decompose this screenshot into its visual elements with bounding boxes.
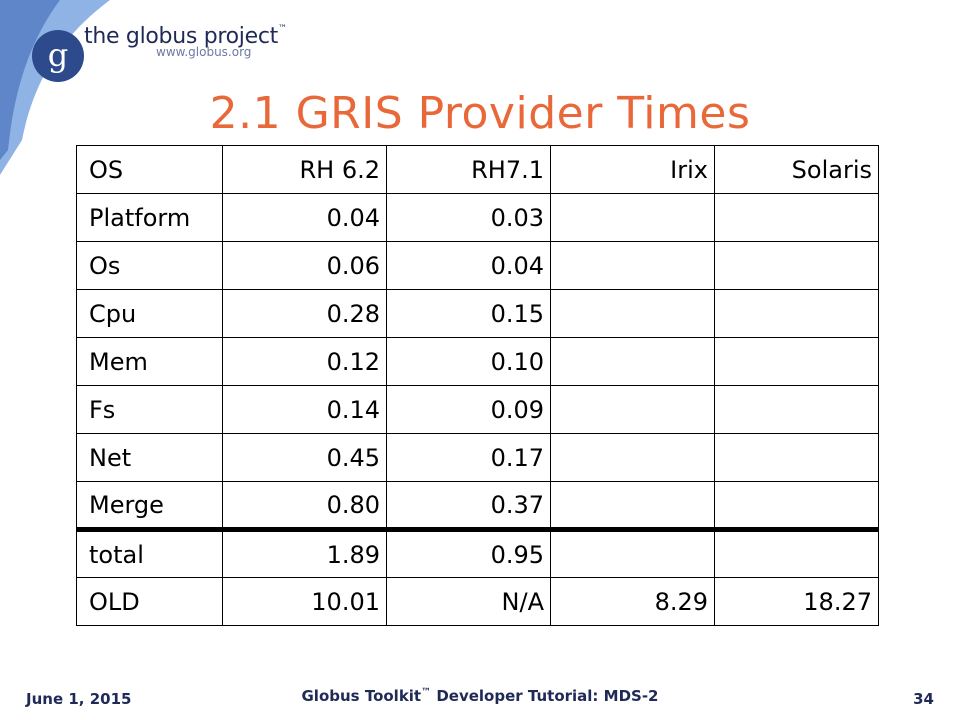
table-cell [550, 527, 715, 578]
table-cell [714, 385, 879, 434]
row-label: Mem [76, 337, 223, 386]
table-cell: 0.04 [386, 241, 551, 290]
table-cell: 0.45 [222, 433, 387, 482]
table-cell [714, 433, 879, 482]
table-cell: 0.04 [222, 193, 387, 242]
table-cell: N/A [386, 577, 551, 626]
table-cell [714, 289, 879, 338]
row-label: Fs [76, 385, 223, 434]
footer-title-post: Developer Tutorial: MDS-2 [431, 687, 659, 705]
logo-letter: g [48, 36, 68, 74]
table-cell: 0.14 [222, 385, 387, 434]
row-label: Merge [76, 481, 223, 530]
row-label: Cpu [76, 289, 223, 338]
row-label: Os [76, 241, 223, 290]
logo-url: www.globus.org [156, 45, 252, 59]
table-cell: 0.03 [386, 193, 551, 242]
row-label: Net [76, 433, 223, 482]
logo-wordmark: the globus project™ [84, 24, 287, 49]
logo-name: the globus project [84, 24, 278, 49]
table-cell: 0.10 [386, 337, 551, 386]
table-row: Merge 0.80 0.37 [76, 481, 879, 530]
table-cell: 0.15 [386, 289, 551, 338]
table-row: Net 0.45 0.17 [76, 433, 879, 482]
table-cell [714, 481, 879, 530]
footer-trademark: ™ [421, 687, 432, 698]
table-cell: 0.17 [386, 433, 551, 482]
table-cell: 8.29 [550, 577, 715, 626]
table-cell: 0.80 [222, 481, 387, 530]
table-header-row: OS RH 6.2 RH7.1 Irix Solaris [76, 145, 879, 194]
table-cell: 0.28 [222, 289, 387, 338]
table-row: Platform 0.04 0.03 [76, 193, 879, 242]
table-row: Fs 0.14 0.09 [76, 385, 879, 434]
header-cell-rh62: RH 6.2 [222, 145, 387, 194]
table-cell: 0.06 [222, 241, 387, 290]
table-cell [550, 385, 715, 434]
table-cell: 10.01 [222, 577, 387, 626]
table-row-total: total 1.89 0.95 [76, 527, 879, 578]
header-cell-rh71: RH7.1 [386, 145, 551, 194]
table-cell [550, 193, 715, 242]
table-cell [550, 241, 715, 290]
table-cell: 0.37 [386, 481, 551, 530]
header-cell-os: OS [76, 145, 223, 194]
table-cell: 0.12 [222, 337, 387, 386]
footer-date: June 1, 2015 [26, 690, 132, 708]
provider-times-table: OS RH 6.2 RH7.1 Irix Solaris Platform 0.… [76, 145, 879, 626]
table-cell [714, 193, 879, 242]
table-row: Os 0.06 0.04 [76, 241, 879, 290]
slide-title: 2.1 GRIS Provider Times [209, 88, 751, 139]
table-cell: 1.89 [222, 527, 387, 578]
table-cell: 0.95 [386, 527, 551, 578]
table-cell: 0.09 [386, 385, 551, 434]
row-label: OLD [76, 577, 223, 626]
table-cell [714, 527, 879, 578]
table-cell [550, 481, 715, 530]
table-cell [714, 241, 879, 290]
row-label: Platform [76, 193, 223, 242]
header-cell-solaris: Solaris [714, 145, 879, 194]
header-cell-irix: Irix [550, 145, 715, 194]
table-cell [550, 289, 715, 338]
table-row: Mem 0.12 0.10 [76, 337, 879, 386]
logo-trademark: ™ [277, 24, 287, 34]
table-cell: 18.27 [714, 577, 879, 626]
page-number: 34 [913, 690, 934, 708]
footer-title: Globus Toolkit™ Developer Tutorial: MDS-… [0, 687, 960, 705]
row-label: total [76, 527, 223, 578]
table-cell [714, 337, 879, 386]
table-cell [550, 433, 715, 482]
globus-logo-icon: g [32, 30, 84, 82]
footer-title-pre: Globus Toolkit [301, 687, 422, 705]
table-cell [550, 337, 715, 386]
table-row: Cpu 0.28 0.15 [76, 289, 879, 338]
table-row-old: OLD 10.01 N/A 8.29 18.27 [76, 577, 879, 626]
